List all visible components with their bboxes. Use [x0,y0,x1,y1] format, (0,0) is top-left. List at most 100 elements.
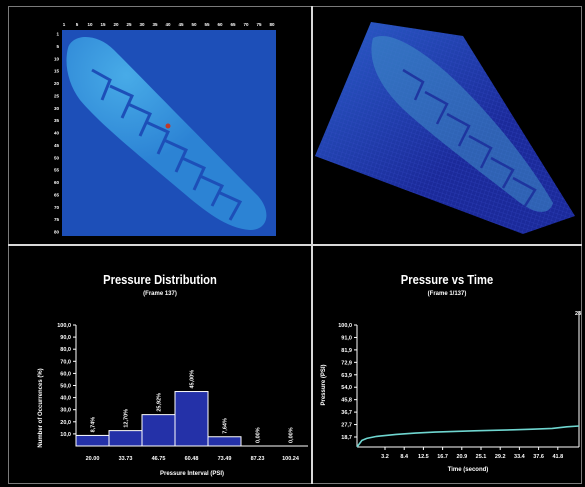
time-y-tick-label: 100,0 [338,323,352,329]
time-x-tick-label: 41.8 [552,454,563,460]
time-x-ticks: 3.2 8.4 12.5 16.7 20.9 25.1 29.2 33.4 37.6 41.8 [381,447,563,460]
heatmap-x-tick: 25 [126,22,132,27]
distribution-value-label: 45,00% [190,370,196,389]
distribution-ylabel: Number of Occurrences (%) [38,368,44,447]
distribution-bar[interactable] [75,434,110,447]
heatmap-x-tick: 15 [100,22,106,27]
distribution-x-tick-label: 60.48 [185,456,199,462]
pressure-distribution-panel: Pressure Distribution (Frame 137) Number… [10,246,310,483]
distribution-bar[interactable] [174,391,209,447]
heatmap-2d-panel: 1 5 10 15 20 25 30 35 40 45 50 55 60 65 70 75 80 1 5 10 15 2… [10,8,310,243]
heatmap-y-tick: 75 [54,217,60,222]
heatmap-y-tick: 40 [54,131,60,136]
heatmap-y-tick: 50 [54,155,60,160]
distribution-x-tick-label: 33.73 [119,456,133,462]
distribution-y-tick-label: 50,0 [60,384,71,390]
time-y-tick-label: 18,7 [341,435,352,441]
distribution-xlabel: Pressure Interval (PSI) [160,471,224,477]
distribution-y-tick-label: 80,0 [60,347,71,353]
pressure-time-panel: Pressure vs Time (Frame 1/137) Pressure … [313,246,581,483]
distribution-x-tick-label: 20.00 [86,456,100,462]
distribution-y-tick-label: 90,0 [60,335,71,341]
time-x-tick-label: 3.2 [381,454,389,460]
heatmap-x-tick: 20 [113,22,119,27]
surface-3d-panel [313,8,581,243]
heatmap-x-ticks: 1 5 10 15 20 25 30 35 40 45 50 55 60 65 70 75 80 [63,22,275,27]
distribution-y-tick-label: 70,0 [60,359,71,365]
heatmap-y-tick: 65 [54,192,60,197]
horizontal-divider [8,244,582,246]
pressure-time-line [356,425,580,448]
time-y-tick-label: 45,8 [341,398,352,404]
distribution-value-label: 8,74% [91,417,97,433]
surface-tread [402,68,537,207]
time-x-tick-label: 33.4 [514,454,526,460]
pressure-distribution-chart[interactable]: Number of Occurrences (%) 100,0 90,0 80,0 7… [10,303,310,483]
distribution-y-tick-label: 100,0 [57,323,71,329]
time-x-tick-label: 29.2 [495,454,506,460]
distribution-x-tick-label: 100.24 [282,456,300,462]
time-y-tick-label: 63,9 [341,373,352,379]
time-x-tick-label: 20.9 [456,454,467,460]
distribution-y-ticks: 100,0 90,0 80,0 70,0 60,0 50,0 40,0 30,0 20,0 10,… [57,323,76,438]
pressure-distribution-subtitle: (Frame 137) [143,291,177,297]
distribution-value-label: 0,00% [256,427,262,443]
time-x-tick-label: 16.7 [437,454,448,460]
heatmap-y-tick: 15 [54,69,60,74]
heatmap-x-tick: 60 [217,22,223,27]
heatmap-y-tick: 35 [54,118,60,123]
distribution-value-label: 0,00% [289,427,295,443]
heatmap-y-tick: 45 [54,143,60,148]
time-y-tick-label: 72,9 [341,360,352,366]
distribution-bar[interactable] [108,430,143,447]
distribution-y-tick-label: 10,0 [60,432,71,438]
heatmap-y-tick: 20 [54,81,60,86]
time-y-tick-label: 36,7 [341,410,352,416]
time-y-tick-label: 91,0 [341,335,352,341]
distribution-y-tick-label: 40,0 [60,396,71,402]
heatmap-x-tick: 80 [269,22,275,27]
heatmap-y-tick: 30 [54,106,60,111]
time-x-tick-label: 25.1 [476,454,487,460]
heatmap-y-tick: 1 [56,32,59,37]
pressure-distribution-title: Pressure Distribution [103,272,217,287]
pressure-time-subtitle: (Frame 1/137) [427,291,467,297]
time-edge-label: 28 [575,311,581,317]
distribution-value-label: 25,92% [157,393,163,412]
distribution-value-label: 12,70% [124,409,130,428]
time-y-tick-label: 27,7 [341,423,352,429]
distribution-x-tick-label: 73.49 [218,456,232,462]
distribution-bar[interactable] [141,414,176,447]
heatmap-x-tick: 1 [63,22,66,27]
heatmap-x-tick: 55 [204,22,210,27]
heatmap-x-tick: 30 [139,22,145,27]
distribution-x-tick-label: 46.75 [152,456,166,462]
heatmap-y-tick: 25 [54,93,60,98]
heatmap-x-tick: 40 [165,22,171,27]
heatmap-x-tick: 50 [191,22,197,27]
time-y-tick-label: 81,9 [341,348,352,354]
heatmap-y-tick: 80 [54,230,60,235]
heatmap-x-tick: 65 [230,22,236,27]
heatmap-y-tick: 70 [54,205,60,210]
surface-3d[interactable] [313,8,581,243]
heatmap-y-tick: 5 [56,44,59,49]
time-ylabel: Pressure (PSI) [321,364,327,405]
distribution-value-label: 7,64% [223,418,229,434]
time-y-tick-label: 54,0 [341,385,352,391]
distribution-bar[interactable] [207,436,242,447]
time-x-tick-label: 37.6 [533,454,544,460]
heatmap-y-tick: 60 [54,180,60,185]
heatmap-x-tick: 35 [152,22,158,27]
heatmap-x-tick: 5 [76,22,79,27]
heatmap-x-tick: 45 [178,22,184,27]
distribution-y-tick-label: 20,0 [60,420,71,426]
heatmap-y-tick: 10 [54,56,60,61]
time-xlabel: Time (second) [448,467,489,473]
heatmap-2d[interactable]: 1 5 10 15 20 25 30 35 40 45 50 55 60 65 70 75 80 1510152… [10,8,310,243]
distribution-x-ticks: 20.00 33.73 46.75 60.48 73.49 87.23 100.24 [86,456,300,462]
pressure-time-chart[interactable]: Pressure (PSI) 100,0 91,0 81,9 72,9 63,9 54,0… [313,303,581,483]
heatmap-y-tick: 55 [54,168,60,173]
heatmap-x-tick: 10 [87,22,93,27]
